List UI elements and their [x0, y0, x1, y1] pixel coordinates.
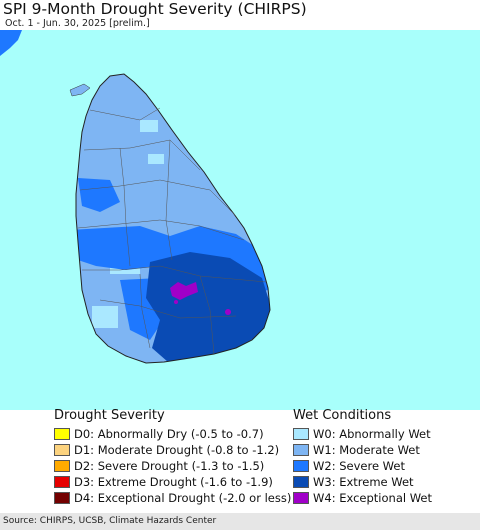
legend-item-d4: D4: Exceptional Drought (-2.0 or less): [54, 490, 291, 506]
legend-swatch: [54, 444, 70, 456]
island-coastline: [75, 73, 271, 364]
legend-item-w3: W3: Extreme Wet: [293, 474, 432, 490]
legend-swatch: [54, 492, 70, 504]
exceptional-wet-patch: [170, 282, 198, 300]
legend-item-d0: D0: Abnormally Dry (-0.5 to -0.7): [54, 426, 291, 442]
wet-legend: Wet Conditions W0: Abnormally Wet W1: Mo…: [293, 408, 432, 506]
legend-swatch: [293, 444, 309, 456]
district-boundaries: [77, 107, 267, 355]
legend-item-w4: W4: Exceptional Wet: [293, 490, 432, 506]
legend-item-d1: D1: Moderate Drought (-0.8 to -1.2): [54, 442, 291, 458]
legend-label: W2: Severe Wet: [313, 459, 405, 473]
map-subtitle: Oct. 1 - Jun. 30, 2025 [prelim.]: [5, 18, 150, 29]
legend-swatch: [54, 460, 70, 472]
india-landmass: [0, 30, 22, 56]
legend-swatch: [293, 460, 309, 472]
drought-legend: Drought Severity D0: Abnormally Dry (-0.…: [54, 408, 291, 506]
legend-swatch: [293, 476, 309, 488]
legend-label: W3: Extreme Wet: [313, 475, 414, 489]
legend-item-w0: W0: Abnormally Wet: [293, 426, 432, 442]
legend-item-w1: W1: Moderate Wet: [293, 442, 432, 458]
legend-label: D1: Moderate Drought (-0.8 to -1.2): [74, 443, 280, 457]
wet-legend-heading: Wet Conditions: [293, 408, 392, 423]
legend-swatch: [293, 428, 309, 440]
drought-map: [0, 30, 480, 410]
legend-label: D4: Exceptional Drought (-2.0 or less): [74, 491, 292, 505]
ocean-area: [0, 30, 480, 410]
legend-label: W1: Moderate Wet: [313, 443, 420, 457]
exceptional-wet-spot: [225, 309, 231, 315]
legend-label: W4: Exceptional Wet: [313, 491, 432, 505]
legend-item-w2: W2: Severe Wet: [293, 458, 432, 474]
source-footer: Source: CHIRPS, UCSB, Climate Hazards Ce…: [0, 513, 480, 530]
legend-swatch: [54, 476, 70, 488]
mannar-island: [69, 83, 91, 97]
legend-item-d3: D3: Extreme Drought (-1.6 to -1.9): [54, 474, 291, 490]
drought-legend-heading: Drought Severity: [54, 408, 165, 423]
legend-label: D3: Extreme Drought (-1.6 to -1.9): [74, 475, 273, 489]
legend-item-d2: D2: Severe Drought (-1.3 to -1.5): [54, 458, 291, 474]
legend-label: D2: Severe Drought (-1.3 to -1.5): [74, 459, 265, 473]
map-title: SPI 9-Month Drought Severity (CHIRPS): [3, 0, 307, 18]
legend-swatch: [293, 492, 309, 504]
legend-swatch: [54, 428, 70, 440]
exceptional-wet-spot: [174, 300, 178, 304]
legend-label: W0: Abnormally Wet: [313, 427, 431, 441]
legend-label: D0: Abnormally Dry (-0.5 to -0.7): [74, 427, 264, 441]
